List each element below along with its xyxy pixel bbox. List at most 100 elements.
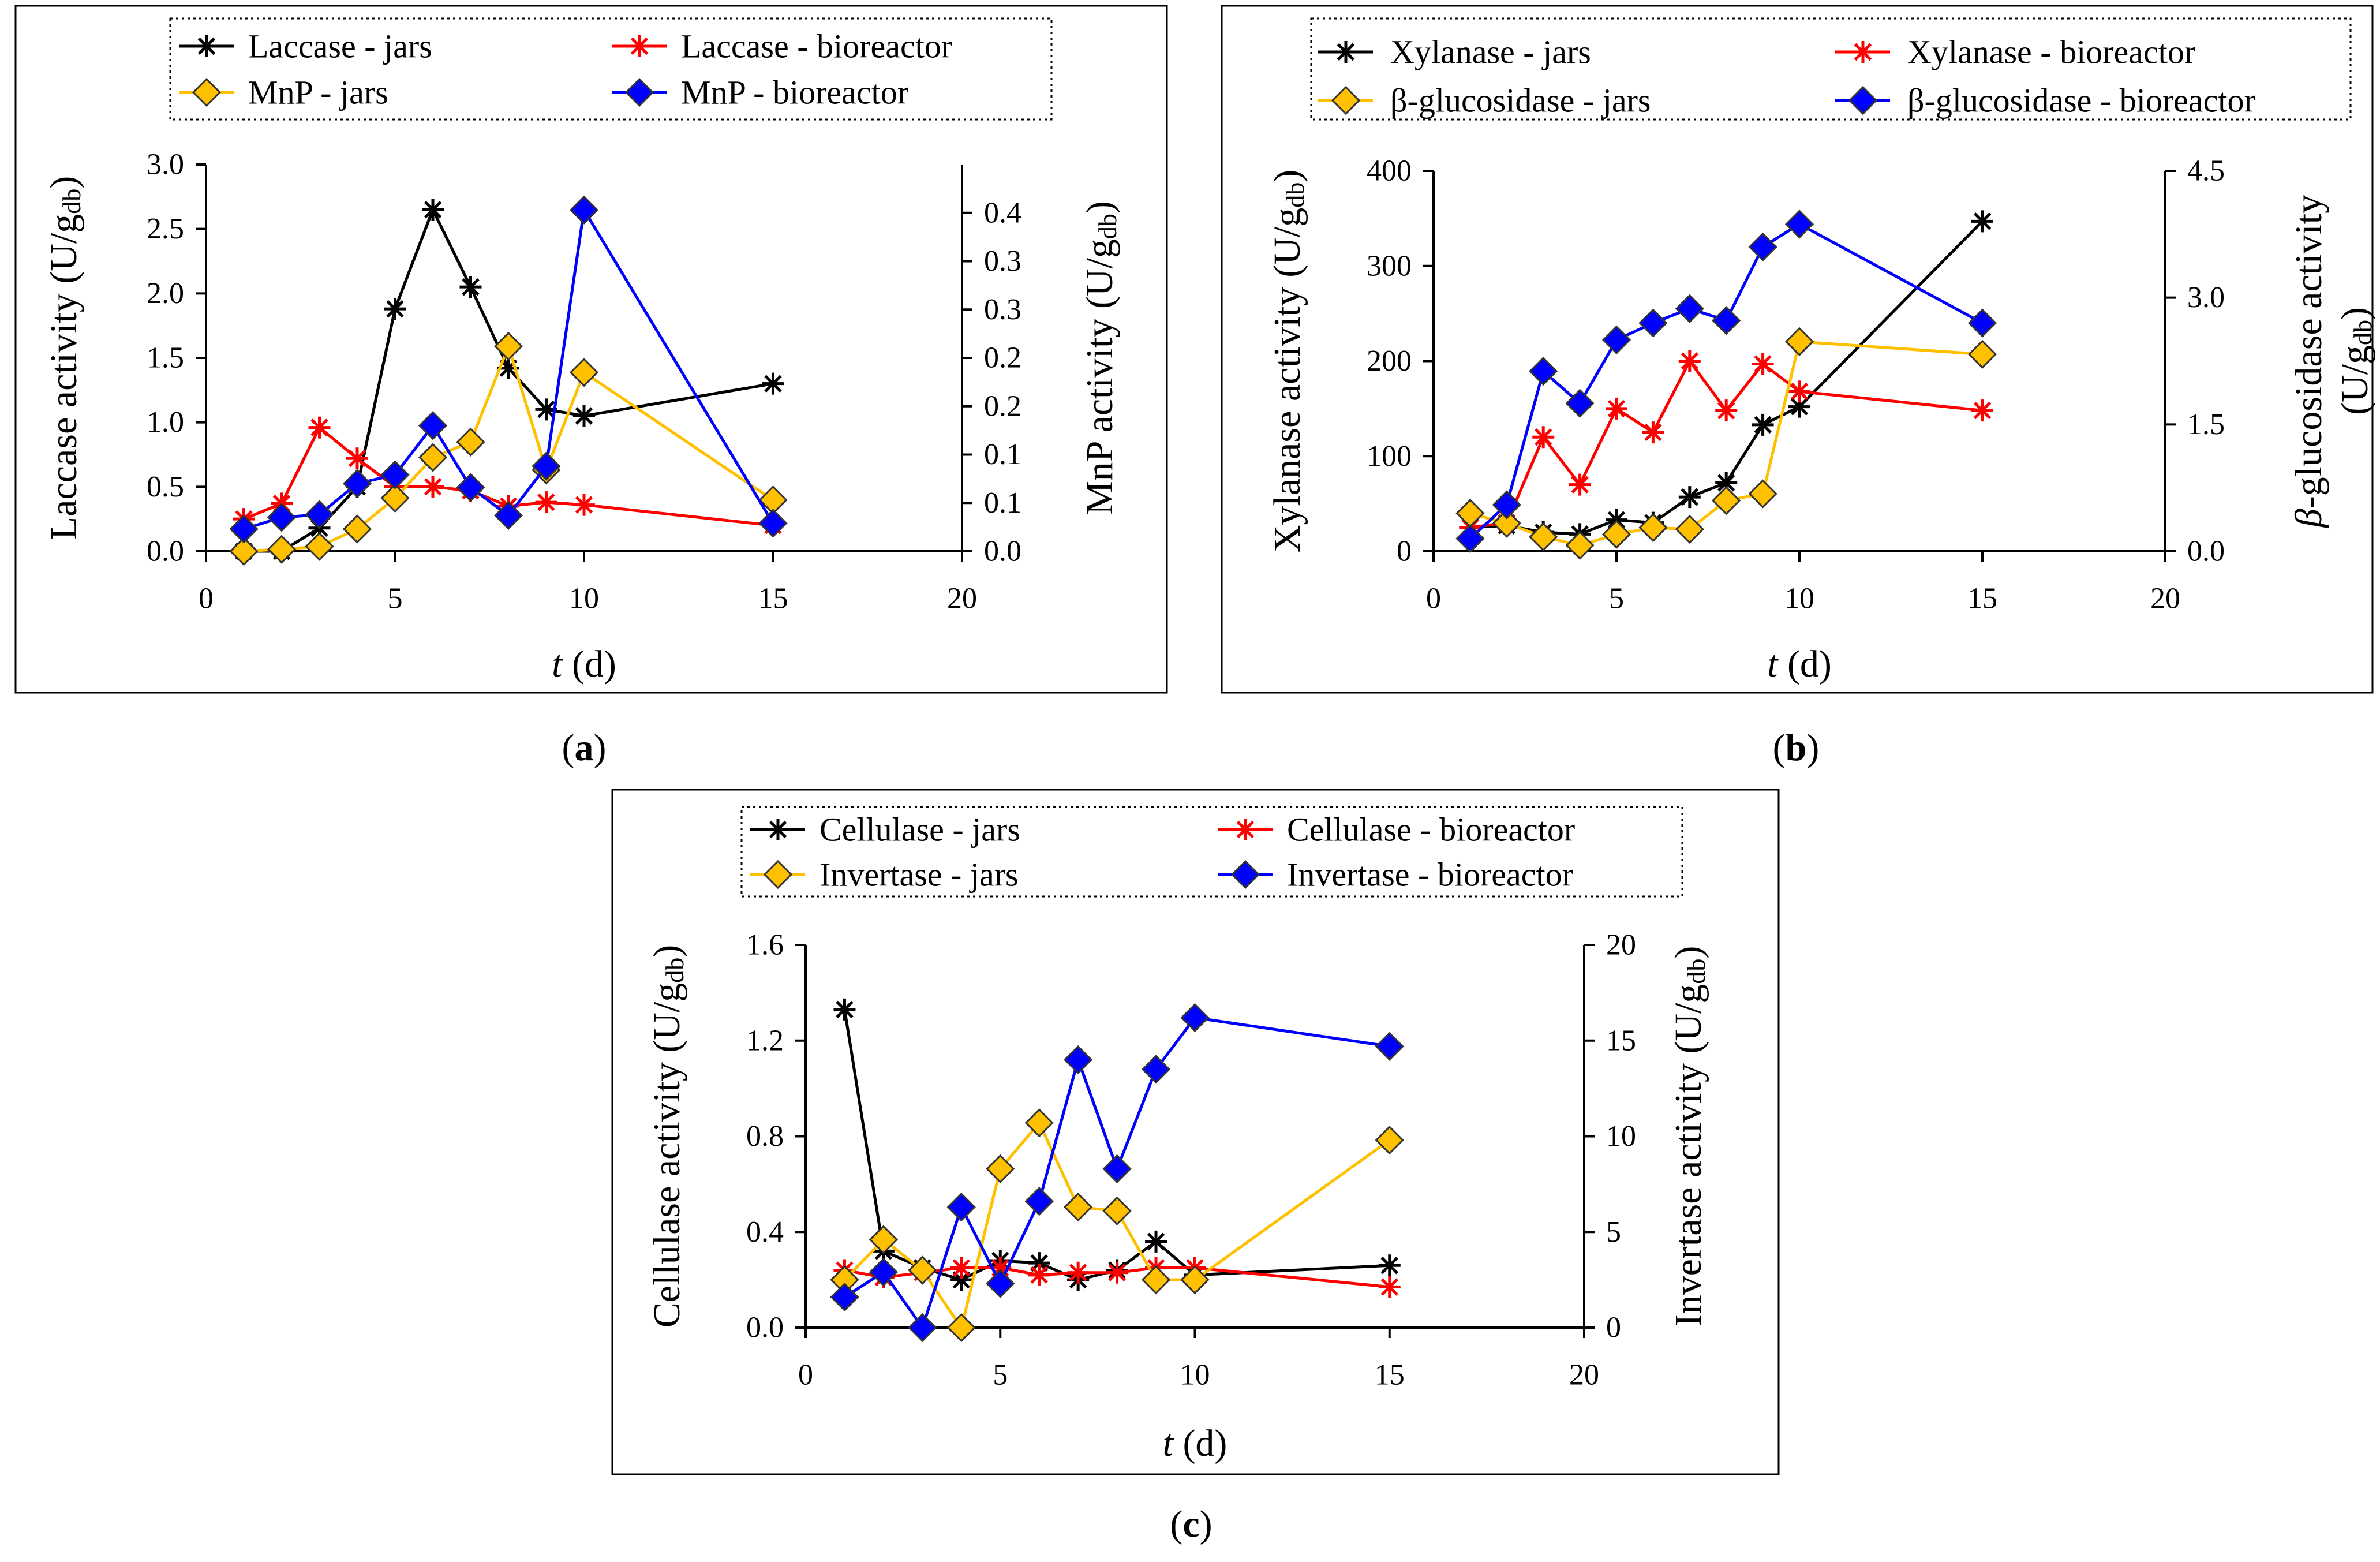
- x-tick-label: 10: [569, 582, 599, 615]
- data-point-s3-4: [380, 460, 410, 489]
- legend-entry: Xylanase - jars: [1390, 33, 1591, 71]
- x-tick-label: 15: [1375, 1359, 1405, 1392]
- x-axis-label-var: t: [1767, 643, 1779, 685]
- y-axis-label-main: Xylanase activity (U/g: [1266, 208, 1308, 552]
- data-point-s2-3: [946, 1313, 976, 1343]
- x-tick-label: 0: [1426, 582, 1441, 615]
- data-point-s2-2: [1529, 522, 1558, 552]
- data-point-s3-5: [1638, 308, 1668, 338]
- legend-entry: Invertase - bioreactor: [1287, 856, 1573, 894]
- data-point-s1-9: [1788, 380, 1810, 403]
- data-point-s2-4: [1601, 520, 1631, 549]
- panel-label: (a): [562, 727, 607, 769]
- y2-tick-label: 0.0: [2187, 535, 2225, 568]
- data-point-s3-3: [946, 1193, 976, 1222]
- legend-entry: Laccase - bioreactor: [681, 28, 952, 65]
- y-tick-label: 0.4: [746, 1216, 784, 1249]
- legend-entry: MnP - bioreactor: [681, 74, 908, 111]
- data-point-s3-5: [1024, 1187, 1054, 1216]
- y-tick-label: 400: [1367, 155, 1412, 188]
- legend-entry: Xylanase - bioreactor: [1907, 33, 2195, 71]
- x-axis-label-var: t: [552, 643, 563, 685]
- panel-label-letter: a: [575, 727, 594, 769]
- legend-marker: [1234, 819, 1256, 840]
- data-point-s3-4: [1601, 325, 1631, 355]
- data-point-s3-9: [569, 195, 599, 225]
- legend-marker: [1331, 85, 1361, 115]
- data-point-s1-2: [308, 416, 331, 439]
- data-point-s0-9: [573, 405, 595, 427]
- data-point-s2-8: [1748, 479, 1777, 509]
- y2-tick-label: 0.4: [984, 196, 1021, 229]
- y2-tick-label: 20: [1606, 929, 1636, 962]
- legend-marker: [767, 819, 789, 840]
- y-axis-label-sub: db: [1281, 182, 1309, 208]
- data-point-s3-4: [986, 1269, 1015, 1298]
- panel-frame: [611, 789, 1780, 1475]
- y-tick-label: 0.8: [746, 1120, 784, 1153]
- legend-marker: [1230, 860, 1260, 890]
- series-line-0: [843, 1009, 1390, 1281]
- x-axis-label-var: t: [1163, 1422, 1174, 1464]
- y2-tick-label: 0.3: [984, 245, 1021, 278]
- data-point-s0-8: [535, 398, 557, 421]
- data-point-s2-3: [1565, 530, 1595, 560]
- data-point-s2-0: [1455, 498, 1485, 528]
- y-tick-label: 100: [1367, 440, 1412, 473]
- y-tick-label: 0.5: [147, 470, 184, 503]
- data-point-s1-5: [1642, 421, 1664, 444]
- data-point-s3-8: [532, 451, 561, 481]
- data-point-s1-4: [1606, 397, 1627, 420]
- data-point-s2-6: [456, 427, 485, 457]
- y2-tick-label: 0.1: [984, 438, 1021, 471]
- y-axis-label-close: ): [1266, 170, 1308, 182]
- y-axis-label: Cellulase activity (U/gdb): [646, 945, 689, 1328]
- y2-tick-label: 5: [1606, 1216, 1621, 1249]
- data-point-s0-3: [950, 1269, 972, 1291]
- data-point-s2-2: [908, 1255, 937, 1285]
- data-point-s2-1: [869, 1225, 899, 1254]
- x-tick-label: 10: [1180, 1359, 1210, 1392]
- data-point-s3-10: [1967, 308, 1997, 338]
- x-axis-label-unit: (d): [1173, 1422, 1227, 1464]
- data-point-s3-6: [456, 473, 485, 502]
- data-point-s3-8: [1141, 1055, 1171, 1084]
- x-tick-label: 0: [798, 1359, 813, 1392]
- data-point-s1-10: [1971, 399, 1993, 422]
- y2-tick-label: 0: [1606, 1311, 1621, 1344]
- data-point-s3-1: [267, 503, 297, 532]
- data-point-s3-7: [493, 500, 523, 530]
- data-point-s2-9: [1180, 1265, 1210, 1295]
- y-axis-label: Laccase activity (U/gdb): [43, 176, 86, 540]
- y2-axis-label-main: (U/g: [2334, 345, 2376, 415]
- data-point-s3-2: [908, 1313, 937, 1343]
- data-point-s3-6: [1064, 1045, 1093, 1075]
- data-point-s2-6: [1064, 1193, 1093, 1222]
- data-point-s1-7: [1715, 399, 1738, 422]
- data-point-s3-8: [1748, 232, 1777, 261]
- data-point-s0-8: [1752, 413, 1774, 436]
- data-point-s2-2: [305, 532, 334, 561]
- y2-tick-label: 0.2: [984, 342, 1021, 375]
- data-point-s2-7: [1712, 486, 1741, 515]
- x-axis-label: t (d): [1163, 1422, 1228, 1464]
- y2-tick-label: 0.3: [984, 293, 1021, 326]
- legend-entry: Cellulase - bioreactor: [1287, 811, 1575, 849]
- chart-panel-c: 0 5 10 15 20 0.0 0.4 0.8 1.2 1.6 0 5 10 15 20 t (d) Cell…: [611, 789, 1780, 1475]
- data-point-s1-9: [573, 494, 595, 516]
- legend-entry: β-glucosidase - bioreactor: [1907, 82, 2255, 119]
- data-point-s1-8: [1752, 353, 1774, 375]
- y2-axis-label-greek: β: [2288, 509, 2330, 529]
- data-point-s3-10: [1375, 1032, 1404, 1061]
- y2-axis-label-text: -glucosidase activity: [2288, 195, 2330, 509]
- data-point-s3-7: [1102, 1154, 1132, 1183]
- y-tick-label: 300: [1367, 249, 1412, 282]
- y-axis-label-close: ): [43, 176, 85, 189]
- data-point-s2-4: [986, 1154, 1015, 1183]
- data-point-s2-7: [1102, 1196, 1132, 1225]
- panel-frame: [1221, 5, 2374, 694]
- data-point-s2-7: [493, 331, 523, 361]
- y2-axis-label-close: ): [1667, 946, 1709, 959]
- data-point-s2-0: [229, 536, 259, 566]
